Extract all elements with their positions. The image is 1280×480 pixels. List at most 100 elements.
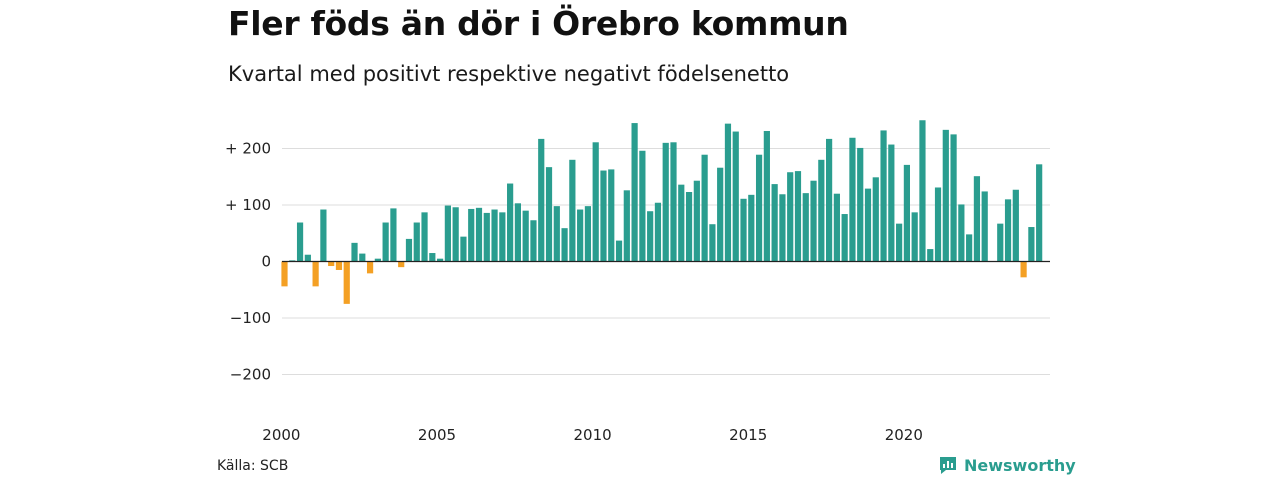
- bars: [281, 120, 1050, 304]
- bar: [849, 137, 856, 262]
- bar: [631, 123, 638, 262]
- bar: [592, 142, 599, 262]
- y-axis-ticks: + 200 + 100 0 −100 −200: [225, 140, 271, 384]
- chart-title: Fler föds än dör i Örebro kommun: [228, 4, 849, 43]
- bar: [483, 212, 490, 262]
- bar: [584, 206, 592, 262]
- bar: [787, 172, 794, 262]
- bar: [864, 188, 872, 262]
- bar: [771, 184, 778, 262]
- x-tick-label: 2015: [729, 426, 767, 444]
- bar: [810, 180, 817, 262]
- bar: [499, 212, 506, 262]
- bar: [468, 208, 475, 262]
- bar: [452, 207, 459, 262]
- bar: [724, 123, 732, 262]
- bar: [507, 183, 514, 262]
- bar: [366, 261, 374, 274]
- bar: [841, 214, 848, 262]
- y-tick-label: 0: [261, 253, 271, 271]
- bar: [623, 190, 630, 262]
- bar: [429, 253, 436, 262]
- bar: [896, 223, 903, 262]
- bar: [421, 212, 428, 262]
- bar: [981, 191, 988, 262]
- bar: [685, 192, 693, 262]
- x-tick-label: 2000: [262, 426, 300, 444]
- bar: [1012, 189, 1019, 262]
- bar: [802, 193, 809, 262]
- bar: [826, 138, 833, 262]
- x-axis-ticks: 2000 2005 2010 2015 2020: [262, 426, 923, 444]
- bar: [647, 211, 654, 262]
- bar: [475, 207, 483, 262]
- bar: [794, 171, 802, 262]
- bar: [343, 261, 350, 304]
- bar: [740, 198, 747, 262]
- y-tick-label: + 200: [225, 140, 271, 158]
- bar: [911, 212, 918, 262]
- bar: [973, 176, 981, 262]
- bar: [608, 169, 615, 262]
- bar: [351, 242, 358, 262]
- bar: [693, 180, 700, 262]
- bar: [966, 234, 973, 262]
- bar: [444, 205, 451, 262]
- bar: [701, 154, 708, 262]
- bar: [1036, 164, 1043, 262]
- bar: [717, 167, 724, 262]
- bar: [545, 167, 553, 262]
- bar: [903, 164, 910, 262]
- bar: [927, 249, 934, 262]
- bar: [437, 258, 444, 262]
- bar: [281, 261, 288, 287]
- bar: [600, 170, 607, 262]
- bar: [561, 228, 568, 262]
- bar: [748, 194, 755, 262]
- bar: [320, 209, 327, 262]
- bar: [577, 209, 584, 262]
- bar: [1004, 199, 1012, 262]
- bar: [460, 236, 467, 262]
- bar: [359, 253, 366, 262]
- bar: [732, 131, 739, 262]
- bar: [880, 130, 887, 262]
- bar: [538, 138, 545, 262]
- bar: [382, 222, 389, 262]
- bar: [553, 206, 560, 262]
- bar: [335, 261, 343, 270]
- x-tick-label: 2010: [574, 426, 612, 444]
- bar: [662, 142, 669, 262]
- bar: [670, 142, 677, 262]
- bar: [709, 224, 716, 262]
- bar: [530, 220, 537, 262]
- newsworthy-logo[interactable]: Newsworthy: [938, 455, 1076, 475]
- bar: [763, 130, 770, 262]
- bar: [818, 159, 825, 262]
- bar: [312, 261, 319, 287]
- bar: [755, 154, 763, 262]
- bar: [934, 187, 942, 262]
- bar: [639, 150, 646, 262]
- bar: [857, 147, 864, 262]
- bar: [872, 177, 879, 262]
- bar: [950, 134, 957, 262]
- bar: [678, 184, 685, 262]
- bar: [328, 261, 335, 267]
- bar: [398, 261, 405, 268]
- bar: [833, 193, 840, 262]
- chart-subtitle: Kvartal med positivt respektive negativt…: [228, 62, 790, 86]
- y-tick-label: + 100: [225, 196, 271, 214]
- x-tick-label: 2020: [885, 426, 923, 444]
- bar: [888, 144, 895, 262]
- bar: [405, 238, 413, 262]
- bar: [296, 222, 304, 262]
- bar: [942, 129, 949, 262]
- bar: [654, 202, 662, 262]
- bar: [304, 254, 311, 262]
- source-label: Källa: SCB: [217, 458, 289, 474]
- bar: [390, 208, 397, 262]
- bar: [1028, 227, 1035, 262]
- bar: [522, 210, 529, 262]
